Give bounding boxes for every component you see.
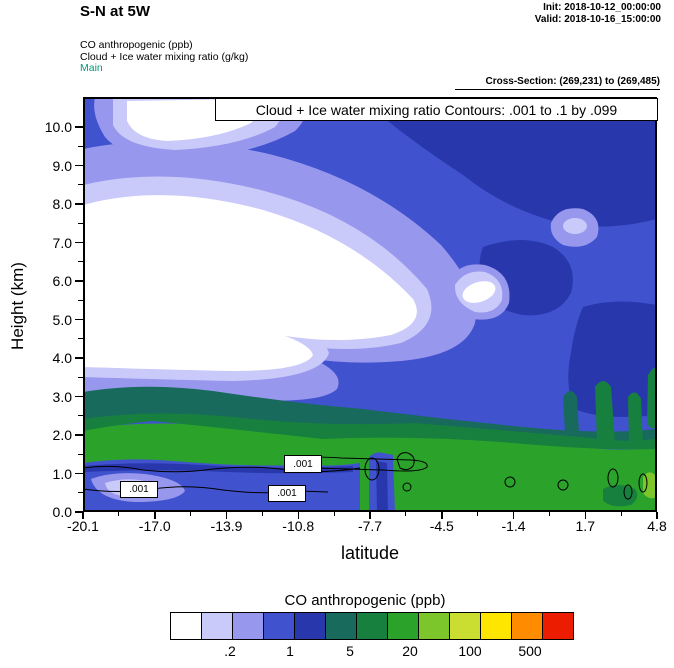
tick-mark	[441, 512, 443, 519]
co-fill-contours	[83, 97, 657, 512]
tick-mark	[620, 512, 622, 516]
colorbar-tick-label: 5	[346, 643, 354, 659]
x-tick-label: -10.8	[282, 518, 315, 534]
tick-mark	[75, 241, 83, 244]
colorbar-cell	[326, 613, 357, 639]
y-axis-title: Height (km)	[8, 262, 27, 350]
x-tick-label: 1.7	[575, 518, 595, 534]
colorbar-tick-label: 100	[458, 643, 482, 659]
tick-mark	[261, 512, 263, 516]
valid-time: Valid: 2018-10-16_15:00:00	[534, 14, 661, 25]
colorbar-cell	[543, 613, 573, 639]
y-tick-label: 3.0	[52, 388, 72, 405]
tick-mark	[75, 126, 83, 128]
contour-value-label: .001	[284, 455, 322, 473]
cross-section-label: Cross-Section: (269,231) to (269,485)	[485, 76, 660, 87]
tick-mark	[297, 512, 299, 519]
x-tick-label: -13.9	[210, 518, 243, 534]
tick-mark	[75, 395, 83, 398]
contour-value-label: .001	[268, 485, 306, 502]
header-divider	[455, 89, 660, 90]
tick-mark	[75, 318, 83, 321]
x-tick-label: -7.7	[357, 518, 383, 534]
colorbar-cell	[264, 613, 295, 639]
tick-mark	[75, 164, 83, 167]
tick-mark	[118, 512, 120, 516]
y-tick-label: 1.0	[52, 465, 72, 482]
run-times: Init: 2018-10-12_00:00:00 Valid: 2018-10…	[535, 2, 661, 26]
x-axis-title: latitude	[340, 543, 400, 563]
colorbar-tick-label: 500	[518, 643, 542, 659]
fill-field-label: CO anthropogenic (ppb)	[80, 39, 193, 51]
y-tick-label: 0.0	[52, 504, 72, 520]
line-field-label: Cloud + Ice water mixing ratio (g/kg)	[80, 50, 249, 63]
init-time: Init: 2018-10-12_00:00:00	[543, 2, 661, 13]
tick-mark	[190, 512, 192, 516]
contour-value-label: .001	[120, 481, 158, 498]
colorbar-cell	[388, 613, 419, 639]
y-tick-label: 10.0	[44, 119, 72, 135]
tick-mark	[656, 512, 658, 519]
tick-mark	[154, 512, 156, 519]
x-tick-label: -1.4	[501, 518, 526, 534]
x-tick-label: -20.1	[67, 518, 99, 534]
tick-mark	[75, 280, 83, 282]
tick-mark	[75, 472, 83, 475]
tick-mark	[75, 511, 83, 513]
colorbar-cell	[512, 613, 543, 639]
y-tick-label: 2.0	[52, 427, 72, 443]
field-list: CO anthropogenic (ppb) Cloud + Ice water…	[80, 39, 249, 75]
y-tick-label: 9.0	[52, 157, 72, 174]
colorbar-cell	[419, 613, 450, 639]
tick-mark	[333, 512, 335, 516]
y-tick-label: 4.0	[52, 350, 72, 366]
page-title: S-N at 5W	[80, 3, 151, 20]
tick-mark	[225, 512, 228, 519]
tick-mark	[584, 512, 586, 519]
tick-mark	[369, 512, 371, 519]
tick-mark	[405, 512, 407, 516]
tick-mark	[75, 434, 83, 436]
colorbar-tick-label: .2	[224, 643, 236, 659]
model-label: Main	[80, 62, 103, 74]
y-tick-label: 7.0	[52, 234, 72, 251]
colorbar-tick-label: 1	[286, 643, 294, 659]
contour-plot-canvas	[83, 97, 657, 512]
colorbar-cell	[357, 613, 388, 639]
tick-mark	[75, 357, 83, 359]
colorbar-tick-label: 20	[402, 643, 418, 659]
x-tick-label: -17.0	[138, 518, 171, 534]
y-tick-label: 8.0	[52, 196, 72, 212]
colorbar-title: CO anthropogenic (ppb)	[284, 592, 446, 609]
colorbar-cell	[233, 613, 264, 639]
colorbar-cell	[202, 613, 233, 639]
x-tick-label: 4.8	[647, 518, 667, 534]
colorbar	[170, 612, 574, 640]
tick-mark	[75, 203, 83, 205]
tick-mark	[512, 512, 515, 519]
colorbar-cell	[481, 613, 512, 639]
y-tick-label: 6.0	[52, 273, 72, 289]
tick-mark	[82, 512, 84, 519]
colorbar-cell	[450, 613, 481, 639]
contour-info-box: Cloud + Ice water mixing ratio Contours:…	[215, 98, 658, 121]
x-tick-label: -4.5	[429, 518, 454, 534]
tick-mark	[477, 512, 479, 516]
y-tick-label: 5.0	[52, 311, 72, 328]
tick-mark	[548, 512, 550, 516]
colorbar-cell	[295, 613, 326, 639]
colorbar-cell	[171, 613, 202, 639]
